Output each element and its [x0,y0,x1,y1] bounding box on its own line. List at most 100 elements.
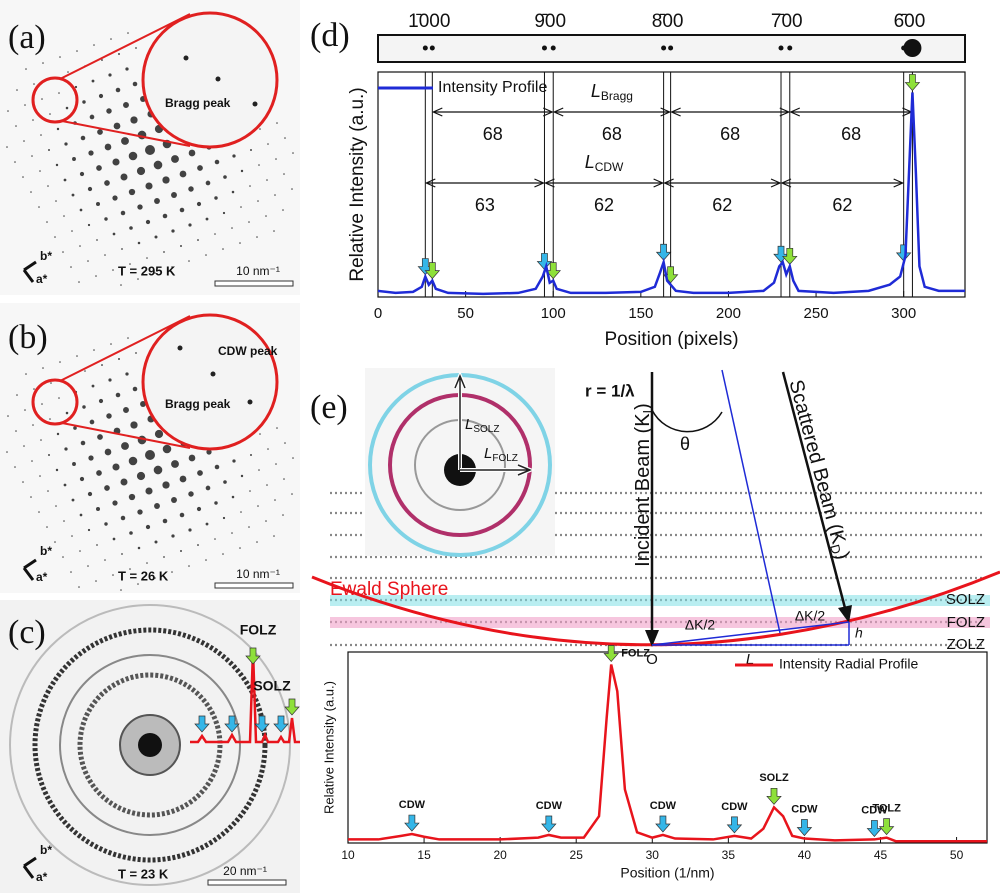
annotation: SOLZ [946,591,985,608]
spot [15,125,17,127]
spot [46,526,48,528]
spot [16,89,18,91]
spot [163,556,165,558]
x-tick-label: 300 [891,305,916,322]
spot [78,586,80,588]
spacing-symbol: L [591,81,601,101]
spot [137,204,143,210]
spot [115,392,121,398]
spot [95,580,97,582]
spot [127,337,129,339]
peak-arrow [545,262,561,280]
spot [104,448,112,456]
spot [223,175,227,179]
spot [275,158,277,160]
strip-spot [787,45,793,51]
spot [106,108,112,114]
spot [84,370,86,372]
peak-arrow [424,262,441,280]
spacing-symbol: L [585,152,595,172]
delta-k [651,621,850,646]
spot [130,116,138,124]
peak-arrow [866,820,883,837]
annotation: FOLZ [947,614,985,631]
spot [179,170,187,178]
spot [93,44,95,46]
x-tick-label: 150 [628,305,653,322]
spot [188,149,196,157]
spot [215,76,221,82]
spot [132,386,138,392]
spot [179,512,185,518]
spot [135,47,137,49]
spot [14,466,16,468]
spot [258,164,260,166]
spot [31,155,33,157]
spot [252,101,258,107]
spot [63,483,67,487]
scale-bar-label: 10 nm⁻¹ [236,567,280,581]
x-tick-label: 200 [716,305,741,322]
spot [284,442,286,444]
spot [276,122,278,124]
spot [196,201,202,207]
peak-arrow [655,243,672,261]
spot [222,248,224,250]
spot [162,518,168,524]
spot [80,135,86,141]
spot [205,254,207,256]
spot [89,114,95,120]
spot [292,457,294,459]
arrowhead [552,107,672,117]
peak-arrow [878,818,895,836]
strip-spot [668,45,674,51]
spot [118,358,120,360]
spot [30,191,32,193]
spot [71,498,75,502]
spot [125,67,129,71]
spot [95,506,101,512]
temperature: T = 295 K [118,263,176,278]
spot [222,553,224,555]
spot [118,53,120,55]
spot [130,421,138,429]
spot [104,180,110,186]
spot [232,154,236,158]
spot [24,104,26,106]
spot [22,481,24,483]
spot [162,481,170,489]
peak-label: CDW [721,801,748,813]
x-tick-label: 40 [798,848,812,862]
spot [101,59,103,61]
spot [257,200,259,202]
axis-label: b* [40,249,52,263]
spot [62,556,64,558]
spot [188,223,192,227]
axis-label: a* [36,272,48,286]
spot [63,520,65,522]
annotation: FOLZ [240,622,277,638]
spot [258,469,260,471]
spot [214,501,218,505]
axis-label: a* [36,870,48,884]
spot [112,574,114,576]
spot [71,230,73,232]
spot [41,98,43,100]
spot [108,73,112,77]
annotation: ZOLZ [947,636,985,653]
arrowhead [780,178,905,188]
spot [171,497,177,503]
spot [267,448,269,450]
spot [162,176,170,184]
spot [196,506,202,512]
peak-arrow [541,815,557,833]
ring [59,654,241,836]
scattered-beam [781,371,847,609]
spot [183,55,189,61]
spot [162,444,172,454]
spot [98,398,104,404]
spacing-subscript: CDW [595,160,624,174]
spot [197,544,199,546]
spot [231,495,235,499]
spot [180,550,182,552]
